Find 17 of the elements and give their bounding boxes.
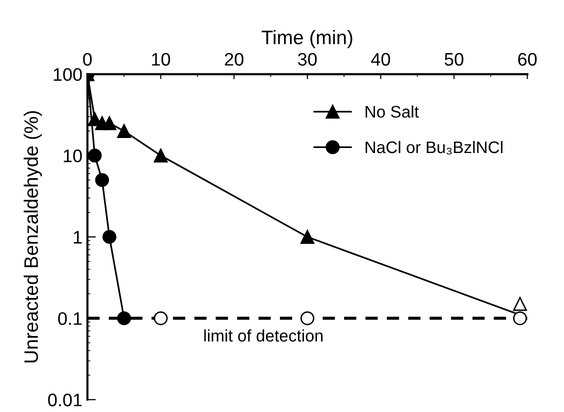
x-tick-label: 50	[444, 52, 464, 66]
x-tick-label: 30	[298, 52, 317, 66]
x-tick-label: 10	[152, 52, 170, 66]
x-tick-label: 20	[224, 52, 244, 66]
legend-label: NaCl or Bu₃BzlNCl	[366, 140, 502, 155]
x-axis-title: Time (min)	[262, 30, 352, 48]
x-tick-label: 0	[83, 52, 92, 66]
x-tick-label: 60	[518, 52, 537, 66]
legend-label: No Salt	[366, 105, 419, 118]
y-tick-label: 1	[74, 231, 82, 244]
y-tick-label: 100	[54, 68, 82, 81]
y-tick-label: 0.01	[48, 394, 82, 406]
ref-line-label: limit of detection	[204, 329, 323, 342]
y-axis-title: Unreacted Benzaldehyde (%)	[24, 111, 42, 362]
y-tick-label: 0.1	[58, 312, 82, 325]
x-tick-label: 40	[371, 52, 390, 66]
y-tick-label: 10	[64, 149, 82, 162]
